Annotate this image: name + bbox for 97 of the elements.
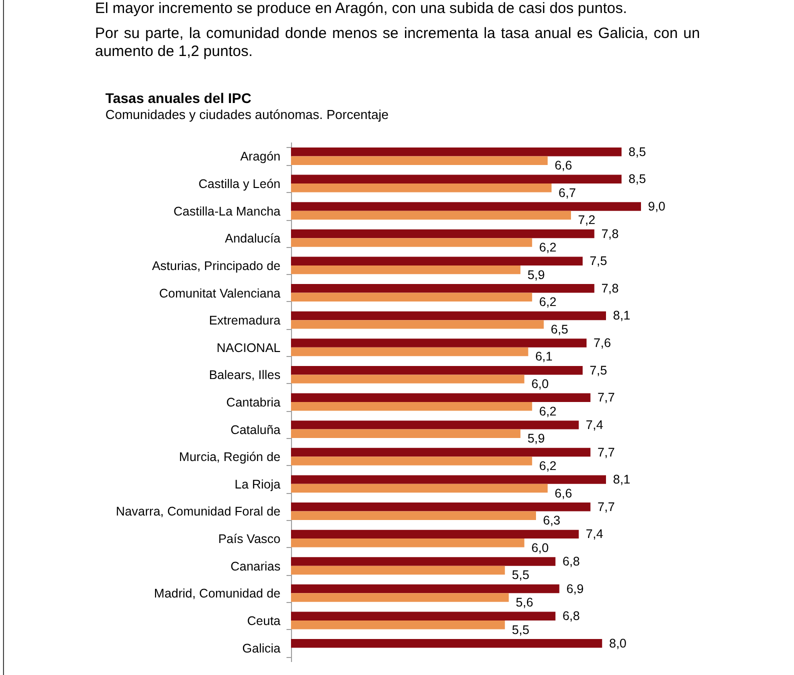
bar <box>291 538 524 548</box>
bar <box>291 374 524 384</box>
y-tick-label: Balears, Illes <box>208 368 280 382</box>
data-label: 9,0 <box>648 199 666 214</box>
data-label: 7,6 <box>594 336 611 350</box>
data-label: 6,0 <box>531 377 549 392</box>
data-label: 7,8 <box>601 281 619 296</box>
y-tick-label: Aragón <box>240 150 281 164</box>
bar <box>291 639 602 648</box>
y-tick-label: Comunitat Valenciana <box>159 286 281 300</box>
data-label: 6,1 <box>535 350 553 364</box>
data-label: 6,2 <box>539 295 557 310</box>
y-tick-label: Galicia <box>242 641 281 656</box>
data-label: 7,7 <box>597 500 615 514</box>
data-label: 8,5 <box>628 172 646 186</box>
data-label: 6,5 <box>550 322 568 336</box>
bar <box>291 620 505 630</box>
y-tick-label: Cataluña <box>230 422 281 437</box>
bar <box>291 311 606 320</box>
y-tick-label: País Vasco <box>218 532 281 546</box>
y-tick-label: Ceuta <box>247 614 281 628</box>
bar <box>291 584 560 594</box>
data-label: 7,4 <box>586 418 604 432</box>
y-tick-label: Madrid, Comunidad de <box>154 586 281 601</box>
data-label: 7,2 <box>578 213 596 228</box>
bar <box>291 265 520 274</box>
bar <box>291 347 528 356</box>
y-tick-label: La Rioja <box>234 477 281 492</box>
data-label: 8,1 <box>613 308 630 323</box>
y-tick-label: Navarra, Comunidad Foral de <box>116 504 281 519</box>
y-tick-label: Castilla-La Mancha <box>174 204 281 218</box>
data-label: 6,2 <box>539 404 557 418</box>
y-tick-label: Canarias <box>230 559 280 574</box>
bar <box>291 202 641 211</box>
data-label: 5,5 <box>512 568 530 582</box>
bar <box>291 448 590 457</box>
bar <box>291 502 590 512</box>
data-label: 5,5 <box>512 622 530 637</box>
bar <box>291 184 552 192</box>
bar <box>291 456 532 466</box>
data-label: 5,9 <box>527 268 545 282</box>
bar <box>291 429 520 438</box>
bar <box>291 530 579 539</box>
text: Por su parte, la comunidad donde menos se incrementa la tasa anual es Galicia, con un aumento de 1,2 puntos. <box>95 25 700 61</box>
bar <box>291 238 532 247</box>
text: Tasas anuales del IPC <box>105 90 252 106</box>
data-label: 6,2 <box>539 458 557 473</box>
bar <box>291 210 571 220</box>
data-label: 8,5 <box>628 144 646 159</box>
data-label: 7,5 <box>590 254 608 268</box>
data-label: 6,6 <box>554 486 572 500</box>
bar <box>291 612 556 620</box>
data-label: 6,7 <box>558 186 576 200</box>
bar <box>291 156 548 165</box>
bar <box>291 557 556 566</box>
data-label: 8,0 <box>609 636 627 650</box>
y-tick-label: Andalucía <box>224 232 281 246</box>
y-tick-label: Cantabria <box>226 396 281 410</box>
y-tick-label: Castilla y León <box>198 177 281 192</box>
data-label: 6,8 <box>562 554 580 568</box>
data-label: 8,1 <box>613 472 630 487</box>
data-label: 6,2 <box>539 240 557 255</box>
data-label: 6,0 <box>531 540 549 555</box>
bar <box>291 284 594 293</box>
bar <box>291 366 583 375</box>
y-tick-label: Murcia, Región de <box>179 450 281 464</box>
y-tick-label: Extremadura <box>208 314 281 328</box>
bar <box>291 475 606 484</box>
data-label: 7,7 <box>597 390 615 405</box>
data-label: 6,3 <box>543 514 560 528</box>
data-label: 6,8 <box>562 609 580 624</box>
bar <box>291 402 532 411</box>
bar <box>291 566 505 575</box>
y-tick-label: Asturias, Principado de <box>152 258 281 273</box>
data-label: 7,5 <box>590 363 608 378</box>
data-label: 7,7 <box>597 445 615 460</box>
bar <box>291 484 548 493</box>
chart-subtitle: Comunidades y ciudades autónomas. Porcentaje <box>105 107 389 122</box>
data-label: 5,9 <box>527 432 545 446</box>
bar <box>291 320 544 329</box>
bar <box>291 292 532 302</box>
data-label: 6,9 <box>566 582 584 596</box>
text: El mayor incremento se produce en Aragón, con una subida de casi dos puntos. <box>95 0 628 18</box>
bar <box>291 174 622 184</box>
bar <box>291 393 590 402</box>
data-label: 6,6 <box>554 158 572 173</box>
bar <box>291 229 594 238</box>
y-tick-label: NACIONAL <box>216 340 281 355</box>
bar <box>291 147 622 156</box>
bar <box>291 256 583 266</box>
data-label: 7,4 <box>586 527 604 542</box>
data-label: 7,8 <box>601 226 619 241</box>
data-label: 5,6 <box>516 596 534 610</box>
bar <box>291 338 587 348</box>
bar <box>291 511 536 520</box>
bar <box>291 593 509 602</box>
bar <box>291 420 579 430</box>
